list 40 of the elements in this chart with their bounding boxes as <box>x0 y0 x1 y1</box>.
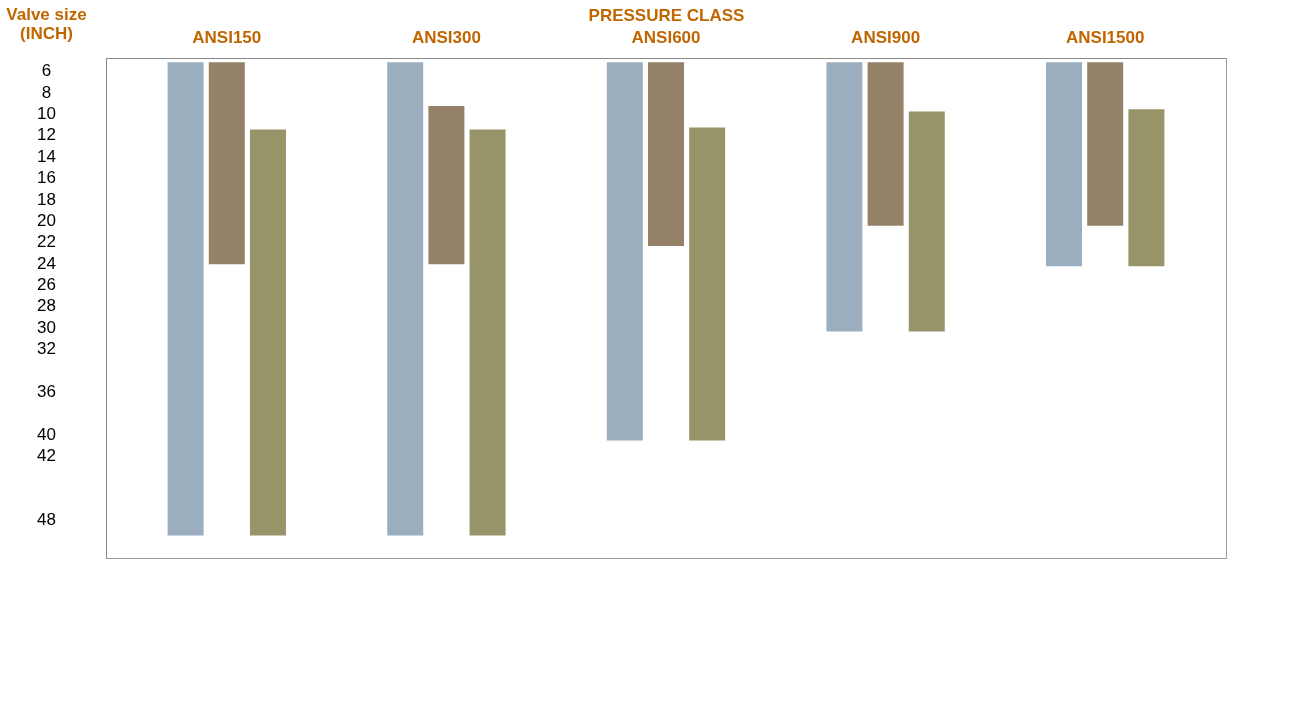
x-tick-label: ANSI600 <box>631 27 701 47</box>
y-tick-label: 12 <box>37 125 56 145</box>
y-tick-label: 48 <box>37 510 56 530</box>
bar <box>867 62 904 226</box>
y-tick-label: 14 <box>37 146 56 166</box>
y-tick-label: 36 <box>37 381 56 401</box>
y-tick-label: 28 <box>37 296 56 316</box>
bar <box>826 62 863 332</box>
y-tick-label: 32 <box>37 339 56 359</box>
x-tick-label: ANSI150 <box>192 27 262 47</box>
bar <box>606 62 643 441</box>
bar <box>1087 62 1124 226</box>
y-tick-label: 8 <box>41 82 52 102</box>
x-tick-label: ANSI900 <box>851 27 921 47</box>
y-tick-label: 40 <box>37 424 56 444</box>
y-axis-title: Valve size (INCH) <box>6 4 87 43</box>
y-tick-label: 10 <box>37 104 56 124</box>
bar <box>908 111 945 332</box>
y-tick-label: 26 <box>37 275 56 294</box>
bar <box>208 62 245 265</box>
bar <box>1046 62 1083 267</box>
y-tick-label: 30 <box>37 317 56 337</box>
y-tick-label: 6 <box>41 61 52 81</box>
bar <box>1128 109 1165 267</box>
y-tick-label: 42 <box>37 445 56 465</box>
bar <box>249 129 286 536</box>
bar <box>689 127 726 441</box>
y-tick-label: 20 <box>37 210 56 230</box>
bar <box>167 62 204 536</box>
bar <box>428 106 465 265</box>
y-tick-label: 24 <box>37 253 56 273</box>
x-axis-title: PRESSURE CLASS <box>588 5 745 25</box>
y-tick-label: 18 <box>37 189 56 209</box>
bar <box>648 62 684 247</box>
x-tick-label: ANSI300 <box>411 27 481 47</box>
y-tick-label: 22 <box>37 232 56 252</box>
bar <box>387 62 424 536</box>
y-tick-label: 16 <box>37 168 56 188</box>
x-tick-label: ANSI1500 <box>1066 27 1145 47</box>
bar <box>469 129 506 536</box>
